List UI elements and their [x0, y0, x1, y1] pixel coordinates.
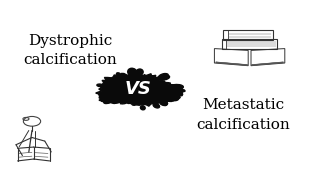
- Text: Metastatic
calcification: Metastatic calcification: [196, 98, 290, 132]
- Ellipse shape: [168, 84, 183, 90]
- Ellipse shape: [169, 95, 178, 98]
- Polygon shape: [96, 73, 185, 106]
- Ellipse shape: [101, 98, 109, 102]
- Ellipse shape: [97, 84, 104, 87]
- Ellipse shape: [171, 87, 182, 91]
- Ellipse shape: [140, 106, 145, 110]
- Ellipse shape: [104, 99, 112, 104]
- Text: VS: VS: [124, 80, 151, 98]
- Ellipse shape: [162, 76, 170, 80]
- Ellipse shape: [173, 89, 180, 92]
- Ellipse shape: [171, 85, 180, 88]
- Ellipse shape: [129, 71, 133, 74]
- Text: Dystrophic
calcification: Dystrophic calcification: [24, 34, 117, 67]
- Ellipse shape: [161, 101, 168, 105]
- Ellipse shape: [158, 74, 168, 80]
- Ellipse shape: [128, 68, 137, 76]
- Ellipse shape: [116, 73, 121, 76]
- Ellipse shape: [136, 69, 143, 75]
- Ellipse shape: [167, 98, 174, 101]
- Ellipse shape: [166, 95, 178, 101]
- Ellipse shape: [160, 101, 167, 105]
- Ellipse shape: [153, 103, 160, 108]
